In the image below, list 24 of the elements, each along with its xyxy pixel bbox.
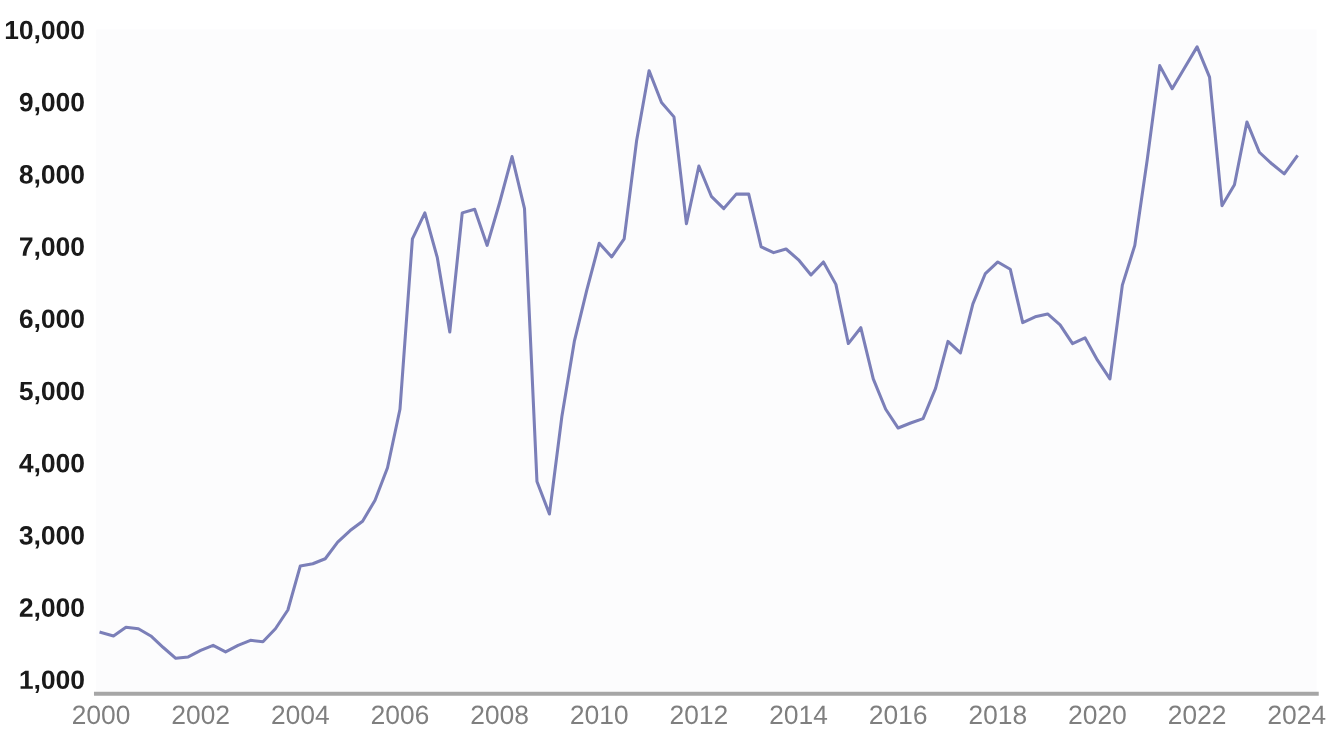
x-tick-label: 2020	[1069, 705, 1126, 725]
x-tick-label: 2018	[969, 705, 1027, 725]
x-tick-label: 2000	[73, 705, 130, 725]
y-tick-label: 9,000	[19, 92, 84, 116]
x-tick-label: 2004	[272, 705, 329, 725]
y-tick-label: 1,000	[20, 670, 84, 693]
y-tick-label: 8,000	[19, 165, 84, 188]
x-tick-label: 2010	[571, 705, 628, 725]
y-tick-label: 3,000	[19, 526, 84, 549]
y-tick-label: 2,000	[19, 598, 84, 621]
y-tick-label: 7,000	[20, 237, 84, 260]
x-tick-label: 2016	[870, 705, 927, 725]
y-tick-label: 6,000	[19, 309, 84, 332]
y-tick-label: 4,000	[19, 453, 84, 477]
x-tick-label: 2024	[1268, 705, 1326, 725]
x-tick-label: 2022	[1169, 705, 1226, 725]
x-tick-label: 2008	[471, 705, 528, 725]
y-tick-label: 5,000	[19, 381, 84, 405]
x-tick-label: 2002	[172, 705, 229, 725]
x-tick-label: 2014	[770, 705, 828, 725]
x-tick-label: 2012	[670, 705, 727, 725]
line-series	[99, 45, 1299, 660]
y-tick-label: 10,000	[5, 20, 84, 44]
x-tick-label: 2006	[371, 705, 429, 725]
